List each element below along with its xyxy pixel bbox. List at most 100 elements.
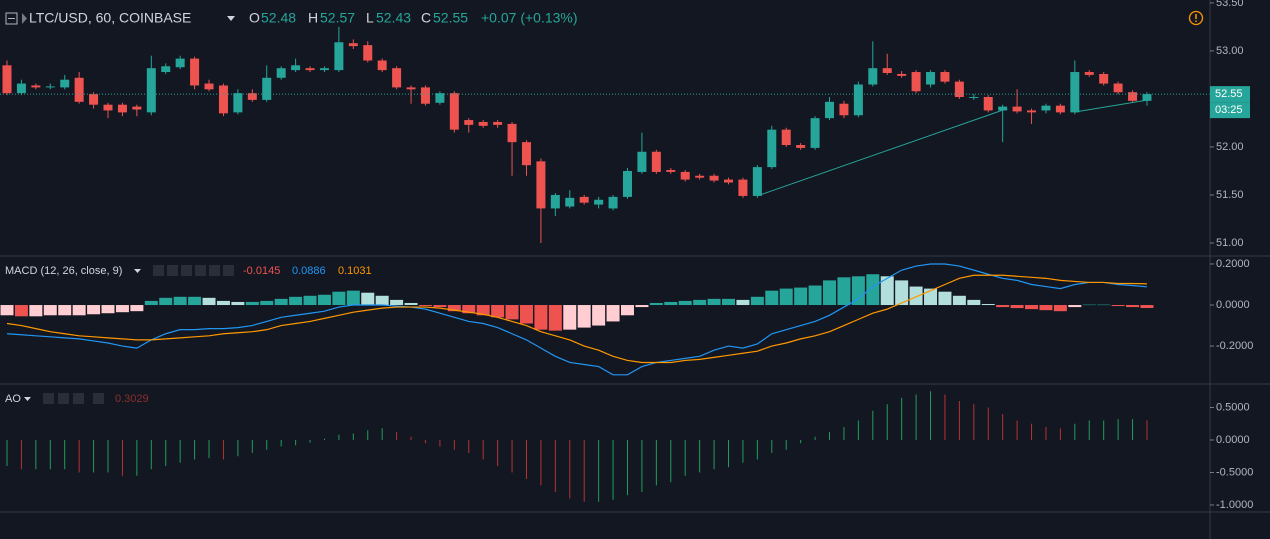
y-tick-label: 52.00 bbox=[1216, 141, 1244, 153]
y-tick-label: 0.0000 bbox=[1216, 434, 1250, 446]
candle-body bbox=[637, 151, 647, 172]
indicator-title[interactable]: AO bbox=[5, 393, 21, 405]
candle-body bbox=[291, 65, 301, 71]
y-tick-label: 0.2000 bbox=[1216, 258, 1250, 270]
button[interactable] bbox=[167, 265, 178, 276]
indicator-title[interactable]: MACD (12, 26, close, 9) bbox=[5, 265, 122, 277]
histogram-bar bbox=[433, 305, 447, 308]
histogram-bar bbox=[1010, 305, 1024, 309]
histogram-bar bbox=[563, 305, 577, 330]
button[interactable] bbox=[43, 393, 54, 404]
histogram-bar bbox=[693, 299, 707, 306]
candle-body bbox=[464, 120, 474, 125]
histogram-bar bbox=[1097, 304, 1111, 306]
dropdown-caret[interactable] bbox=[24, 397, 31, 401]
alert-icon[interactable] bbox=[1188, 10, 1204, 26]
macd-line bbox=[6, 263, 1148, 376]
countdown-badge bbox=[1210, 102, 1250, 119]
button[interactable] bbox=[73, 393, 84, 404]
candle-body bbox=[1142, 94, 1152, 101]
histogram-bar bbox=[375, 295, 389, 306]
candle-body bbox=[853, 84, 863, 116]
y-tick-label: -0.2000 bbox=[1216, 340, 1253, 352]
candle-body bbox=[45, 86, 55, 88]
candle-body bbox=[233, 93, 243, 113]
collapse-icon[interactable] bbox=[5, 12, 18, 25]
button[interactable] bbox=[223, 265, 234, 276]
histogram-bar bbox=[0, 305, 14, 316]
histogram-bar bbox=[548, 305, 562, 331]
candle-body bbox=[247, 93, 257, 100]
candle-body bbox=[146, 68, 156, 113]
candle-body bbox=[1084, 72, 1094, 75]
trend-line bbox=[756, 109, 1004, 197]
histogram-bar bbox=[476, 305, 490, 316]
histogram-bar bbox=[447, 305, 461, 312]
ohlc-value: 52.57 bbox=[320, 10, 355, 26]
candle-body bbox=[868, 68, 878, 85]
button[interactable] bbox=[93, 393, 104, 404]
change: +0.07 (+0.13%) bbox=[481, 10, 578, 26]
histogram-bar bbox=[1140, 305, 1154, 308]
histogram-bar bbox=[1082, 304, 1096, 306]
candle-body bbox=[2, 65, 12, 94]
histogram-bar bbox=[260, 300, 274, 306]
candle-body bbox=[565, 197, 575, 207]
candle-body bbox=[406, 87, 416, 90]
candle-body bbox=[16, 83, 26, 94]
histogram-bar bbox=[144, 300, 158, 306]
candle-body bbox=[74, 77, 84, 102]
last-price-label: 52.55 bbox=[1215, 88, 1243, 100]
button[interactable] bbox=[209, 265, 220, 276]
histogram-bar bbox=[880, 276, 894, 306]
symbol[interactable]: LTC/USD, 60, COINBASE bbox=[29, 10, 191, 26]
candle-body bbox=[666, 170, 676, 172]
histogram-bar bbox=[390, 299, 404, 306]
histogram-bar bbox=[101, 305, 115, 314]
histogram-bar bbox=[779, 288, 793, 306]
button[interactable] bbox=[153, 265, 164, 276]
indicator-buttons bbox=[43, 393, 104, 404]
histogram-bar bbox=[866, 274, 880, 306]
histogram-bar bbox=[1068, 305, 1082, 308]
histogram-bar bbox=[1039, 305, 1053, 311]
candle-body bbox=[738, 179, 748, 196]
histogram-bar bbox=[418, 305, 432, 307]
histogram-bar bbox=[289, 296, 303, 306]
histogram-bar bbox=[967, 299, 981, 306]
histogram-bar bbox=[519, 305, 533, 324]
histogram-bar bbox=[505, 305, 519, 320]
button[interactable] bbox=[195, 265, 206, 276]
dropdown-caret[interactable] bbox=[227, 16, 235, 21]
button[interactable] bbox=[181, 265, 192, 276]
candle-body bbox=[998, 106, 1008, 111]
histogram-bar bbox=[404, 302, 418, 306]
histogram-bar bbox=[794, 287, 808, 306]
histogram-bar bbox=[317, 294, 331, 306]
histogram-bar bbox=[332, 291, 346, 306]
histogram-bar bbox=[491, 305, 505, 318]
ohlc-value: 52.43 bbox=[376, 10, 411, 26]
histogram-bar bbox=[909, 286, 923, 306]
histogram-bar bbox=[895, 280, 909, 306]
legend-value: 0.1031 bbox=[338, 265, 372, 277]
histogram-bar bbox=[43, 305, 57, 316]
candle-body bbox=[839, 103, 849, 116]
candle-body bbox=[897, 73, 907, 76]
histogram-bar bbox=[72, 305, 86, 316]
candle-body bbox=[796, 145, 806, 148]
histogram-bar bbox=[534, 305, 548, 330]
y-tick-label: 53.50 bbox=[1216, 0, 1244, 9]
histogram-bar bbox=[130, 305, 144, 312]
candle-body bbox=[377, 60, 387, 71]
histogram-bar bbox=[620, 305, 634, 316]
histogram-bar bbox=[996, 305, 1010, 308]
dropdown-caret[interactable] bbox=[134, 269, 141, 273]
indicator-buttons bbox=[153, 265, 234, 276]
button[interactable] bbox=[58, 393, 69, 404]
candle-body bbox=[825, 101, 835, 119]
candle-body bbox=[305, 68, 315, 71]
signal-line bbox=[6, 274, 1147, 364]
candle-body bbox=[752, 167, 762, 196]
